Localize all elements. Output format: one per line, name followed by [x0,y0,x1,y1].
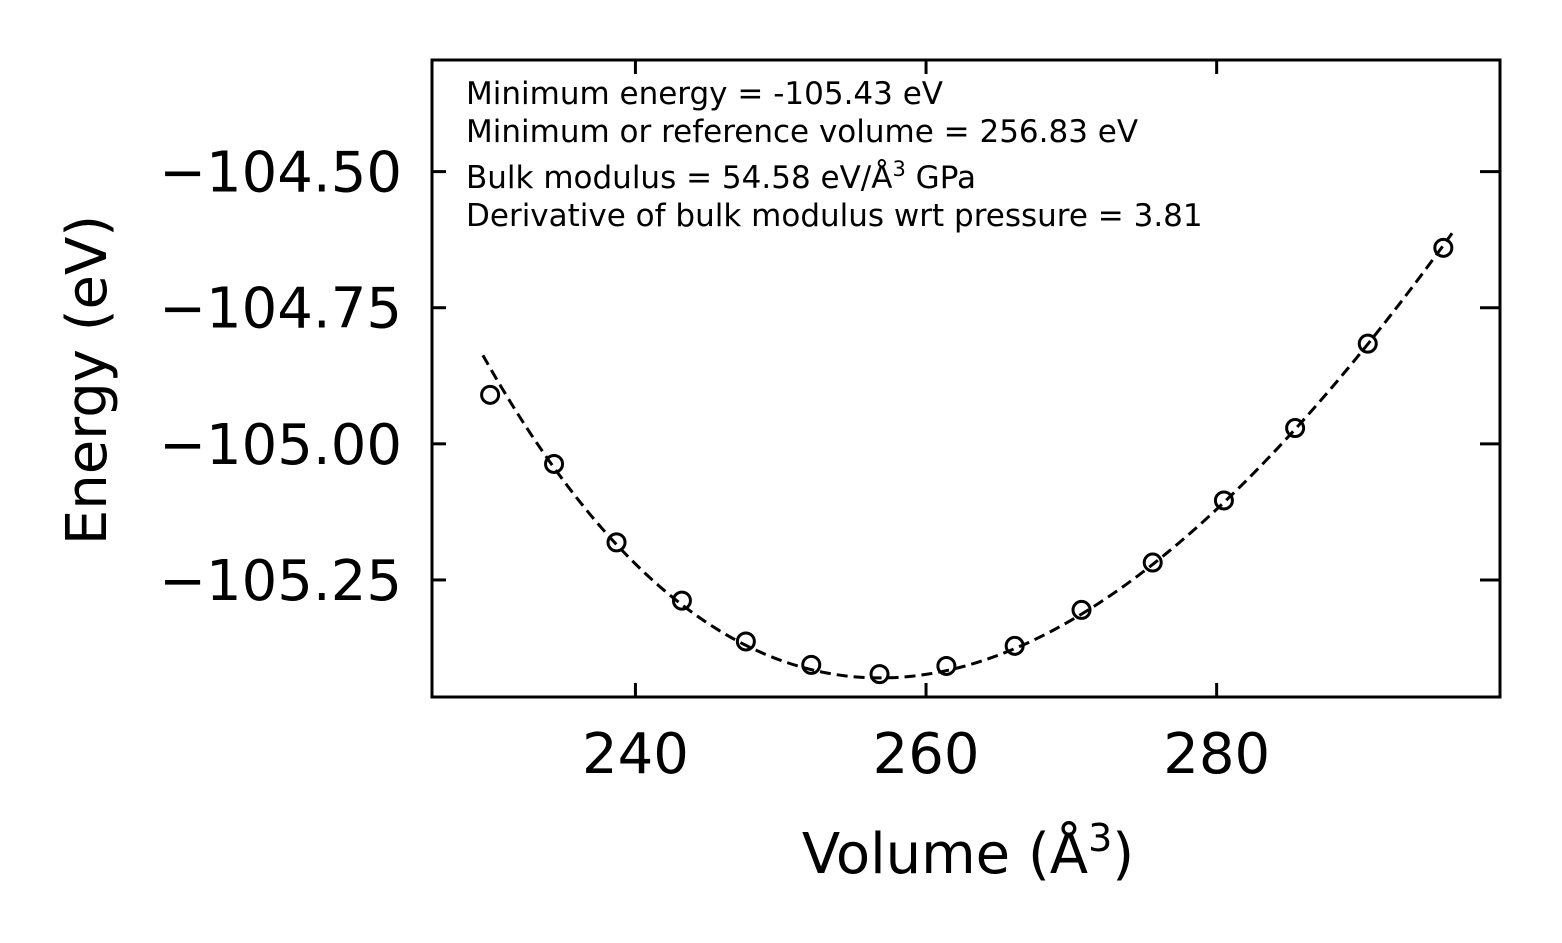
annotation-bulk-modulus-sup: 3 [892,157,905,181]
data-point [735,631,756,652]
data-point [1285,418,1306,439]
annotation-bulk-derivative: Derivative of bulk modulus wrt pressure … [466,198,1203,234]
x-axis-label-sup: 3 [1088,816,1112,860]
data-point [480,384,501,405]
y-axis-label: Energy (eV) [55,215,120,545]
data-point [544,453,565,474]
data-point [606,532,627,553]
y-tick-label: −105.00 [159,413,402,478]
annotation-min-energy: Minimum energy = -105.43 eV [466,76,943,112]
data-point [936,655,957,676]
x-tick-label: 260 [873,722,980,787]
y-tick-label: −104.50 [159,141,402,206]
data-point [1357,333,1378,354]
data-point [1004,635,1025,656]
y-tick-label: −105.25 [159,549,402,614]
data-point [801,654,822,675]
data-point [1433,237,1454,258]
fit-curve [481,232,1454,680]
data-point [1142,552,1163,573]
data-point [869,664,890,685]
data-point [671,590,692,611]
x-axis-label: Volume (Å3) [802,816,1134,887]
x-tick-label: 280 [1163,722,1270,787]
annotation-bulk-modulus: Bulk modulus = 54.58 eV/Å3 GPa [466,157,976,196]
data-point [1213,490,1234,511]
annotation-bulk-modulus-tail: GPa [906,160,976,196]
annotation-bulk-modulus-text: Bulk modulus = 54.58 eV/Å [466,160,892,196]
x-axis-label-end: ) [1112,822,1134,887]
annotation-ref-volume: Minimum or reference volume = 256.83 eV [466,114,1138,150]
x-axis-label-text: Volume (Å [802,821,1088,887]
y-tick-label: −104.75 [159,277,402,342]
x-tick-label: 240 [582,722,689,787]
data-point [1071,599,1092,620]
plot-frame [430,58,1502,699]
